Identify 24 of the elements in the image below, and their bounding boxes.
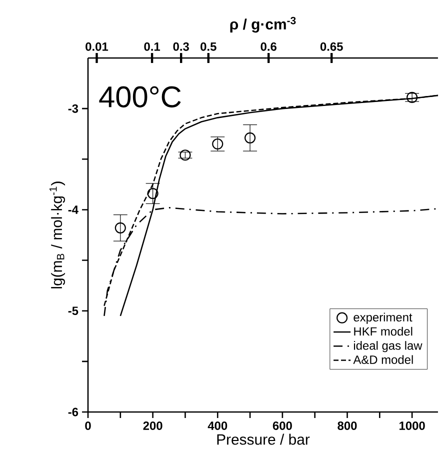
text: 0.65 (320, 42, 344, 51)
x-tick-label: 200 (143, 422, 162, 430)
x-tick-label: 800 (338, 422, 357, 430)
x-axis-title: Pressure / bar (217, 434, 310, 445)
y-tick-label: -4 (68, 206, 79, 214)
x-tick-label: 0 (85, 422, 91, 430)
x-tick-label: 600 (273, 422, 292, 430)
legend-label: A&D model (353, 355, 414, 364)
y-tick-label: -5 (68, 306, 78, 316)
legend-label: HKF model (354, 326, 412, 336)
text: 0.6 (260, 42, 277, 51)
legend-label: ideal gas law (354, 341, 422, 352)
x-tick-label: 1000 (400, 422, 426, 430)
legend-label: experiment (354, 312, 412, 324)
text: 0.5 (200, 42, 217, 51)
text: 0.01 (86, 42, 108, 51)
y-axis-title: lg(m$_{B}$ / mol·kg$^{-1}$) (50, 182, 66, 288)
annotation: 400°C (99, 86, 181, 108)
text: 0.3 (173, 42, 190, 51)
y-tick-label: -6 (68, 408, 78, 416)
y-tick-label: -3 (68, 104, 78, 113)
text: 0.1 (144, 42, 160, 51)
x2-axis-title: ρ / g·cm$^{-3}$ (230, 16, 296, 33)
x-tick-label: 400 (208, 422, 228, 430)
